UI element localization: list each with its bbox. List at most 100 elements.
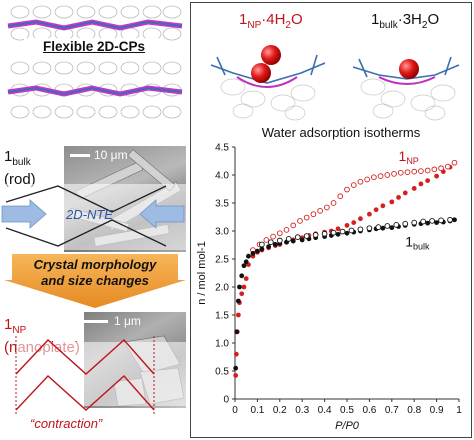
data-point (317, 207, 323, 214)
data-point (241, 284, 247, 290)
data-point (350, 182, 357, 188)
crystal-structure-illustration (7, 5, 183, 119)
data-point (411, 168, 418, 175)
data-point (389, 199, 395, 205)
data-point (344, 230, 350, 236)
data-point (239, 273, 245, 279)
data-point (283, 227, 290, 233)
left-arrow-icon (1, 199, 47, 229)
scale-bar (70, 154, 90, 157)
data-point (233, 373, 239, 378)
data-point (237, 284, 242, 290)
data-point (263, 237, 270, 243)
data-point (418, 181, 424, 187)
data-point (270, 233, 276, 240)
data-point (344, 223, 350, 228)
chart-title: Water adsorption isotherms (262, 125, 421, 140)
series-group (233, 160, 457, 378)
y-tick-label: 3.0 (215, 227, 229, 238)
data-point (276, 237, 283, 244)
data-point (373, 207, 379, 213)
x-tick-label: 0.3 (295, 405, 309, 416)
left-panel: Flexible 2D-CPs 1bulk (rod) 10 μm 2D-NTE (0, 0, 190, 440)
x-tick-label: 0.4 (318, 405, 332, 416)
water-molecule-icon (251, 63, 271, 83)
data-point (364, 176, 371, 183)
contraction-label: “contraction” (30, 416, 103, 431)
data-point (233, 365, 239, 371)
data-point (425, 178, 431, 183)
x-tick-label: 0.5 (340, 405, 354, 416)
data-point (425, 220, 431, 226)
series-label-bulk: 1bulk (405, 234, 430, 252)
data-point (402, 190, 408, 196)
data-point (351, 220, 357, 225)
data-point (297, 218, 303, 224)
data-point (330, 200, 337, 206)
data-point (375, 224, 382, 230)
data-point (438, 165, 444, 172)
data-point (404, 169, 411, 176)
water-molecule-icon (399, 59, 419, 79)
data-point (420, 218, 427, 225)
np-label-main: 1 (4, 316, 13, 333)
data-point (371, 174, 377, 181)
x-tick-label: 0.1 (250, 405, 264, 416)
data-point (451, 159, 458, 166)
x-tick-label: 0.9 (430, 405, 444, 416)
y-tick-label: 2.5 (215, 255, 229, 266)
morphology-text-line2: and size changes (41, 273, 149, 288)
bulk-label: 1bulk (rod) (4, 148, 36, 188)
data-point (246, 253, 251, 259)
y-tick-label: 3.5 (215, 199, 229, 210)
data-point (294, 234, 301, 241)
series-group (250, 159, 458, 253)
data-point (358, 216, 363, 222)
y-tick-label: 0 (223, 395, 229, 406)
x-tick-label: 0.7 (385, 405, 399, 416)
data-point (377, 173, 384, 179)
data-point (384, 172, 391, 178)
bulk-scale-label: 10 μm (94, 148, 128, 162)
bulk-label-main: 1 (4, 148, 13, 165)
data-point (396, 195, 401, 200)
data-point (391, 171, 397, 177)
data-point (290, 238, 296, 244)
water-molecule-icon (261, 45, 281, 65)
data-point (259, 246, 265, 252)
data-point (424, 167, 431, 174)
data-point (235, 298, 241, 304)
data-point (357, 226, 364, 233)
data-point (312, 232, 319, 238)
data-point (339, 228, 346, 235)
x-tick-label: 1 (456, 405, 462, 416)
data-point (234, 329, 240, 335)
data-point (259, 241, 265, 248)
bulk-shape: (rod) (4, 171, 36, 188)
data-point (380, 225, 386, 231)
np-hydrate-label: 1NP·4H2O (239, 11, 303, 31)
data-point (429, 218, 435, 224)
chart-marks (233, 159, 458, 378)
data-point (380, 203, 386, 209)
nte-zigzag (1, 185, 185, 247)
data-point (267, 239, 274, 246)
data-point (438, 217, 444, 224)
data-point (431, 166, 438, 173)
x-tick-label: 0 (232, 405, 238, 416)
data-point (366, 225, 373, 232)
data-point (272, 242, 278, 247)
right-panel: 1NP·4H2O 1bulk·3H2O Water adsorp (190, 2, 472, 438)
data-point (243, 259, 249, 265)
data-point (397, 169, 404, 176)
data-point (434, 220, 439, 225)
data-point (447, 216, 453, 223)
x-axis-label: P/P0 (335, 420, 360, 432)
morphology-arrow (4, 254, 186, 308)
data-point (310, 211, 317, 218)
y-tick-label: 1.0 (215, 339, 229, 350)
data-point (241, 263, 247, 269)
data-point (444, 163, 451, 170)
right-arrow-icon (139, 199, 185, 229)
hydrate-structures (210, 45, 460, 121)
